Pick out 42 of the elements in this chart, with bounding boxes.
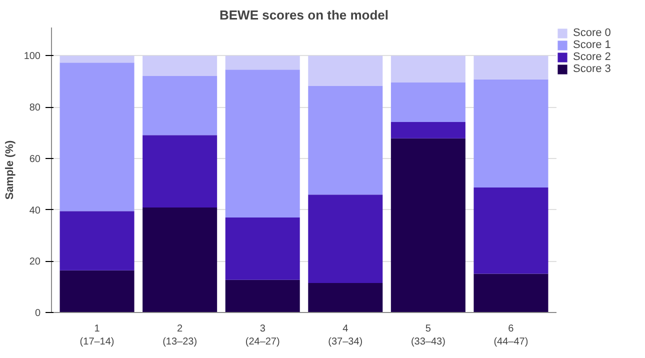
bar: [308, 194, 383, 283]
bar: [474, 56, 548, 80]
bar: [225, 70, 300, 218]
x-tick-label: 3 (24–27): [245, 324, 280, 348]
bar: [390, 56, 466, 82]
bar: [225, 218, 300, 280]
bar: [142, 76, 218, 136]
x-tick-label: 5 (33–43): [410, 324, 446, 348]
y-tick-label: 80: [29, 102, 41, 114]
bar: [225, 56, 300, 70]
legend-label: Score 3: [573, 63, 611, 75]
bar: [60, 211, 134, 270]
bar: [474, 274, 548, 312]
bar: [474, 187, 548, 274]
bar: [60, 56, 134, 63]
bar: [225, 280, 300, 312]
x-tick-label: 6 (44–47): [494, 324, 528, 348]
y-tick-label: 100: [24, 51, 41, 62]
legend-label: Score 2: [573, 51, 611, 63]
bar: [308, 282, 383, 312]
bar: [308, 56, 383, 86]
bar: [60, 270, 134, 312]
bar: [390, 82, 466, 122]
x-tick-label: 1 (17–14): [80, 324, 114, 348]
x-tick-label: 4 (37–34): [328, 324, 363, 348]
y-tick-label: 60: [29, 154, 41, 165]
y-tick-label: 40: [29, 205, 41, 216]
bar: [142, 56, 218, 76]
bar: [142, 135, 218, 208]
y-tick-label: 20: [29, 256, 41, 268]
chart-title: BEWE scores on the model: [219, 8, 389, 22]
bar: [390, 122, 466, 138]
bar: [142, 207, 218, 312]
y-tick-label: 0: [34, 308, 41, 319]
bar: [60, 62, 134, 212]
legend-label: Score 1: [573, 39, 611, 51]
bar: [474, 79, 548, 188]
x-tick-label: 2 (13–23): [162, 324, 198, 348]
bar: [390, 138, 466, 312]
legend-label: Score 0: [573, 27, 611, 39]
y-axis-title: Sample (%): [4, 140, 16, 200]
bar: [308, 86, 383, 195]
